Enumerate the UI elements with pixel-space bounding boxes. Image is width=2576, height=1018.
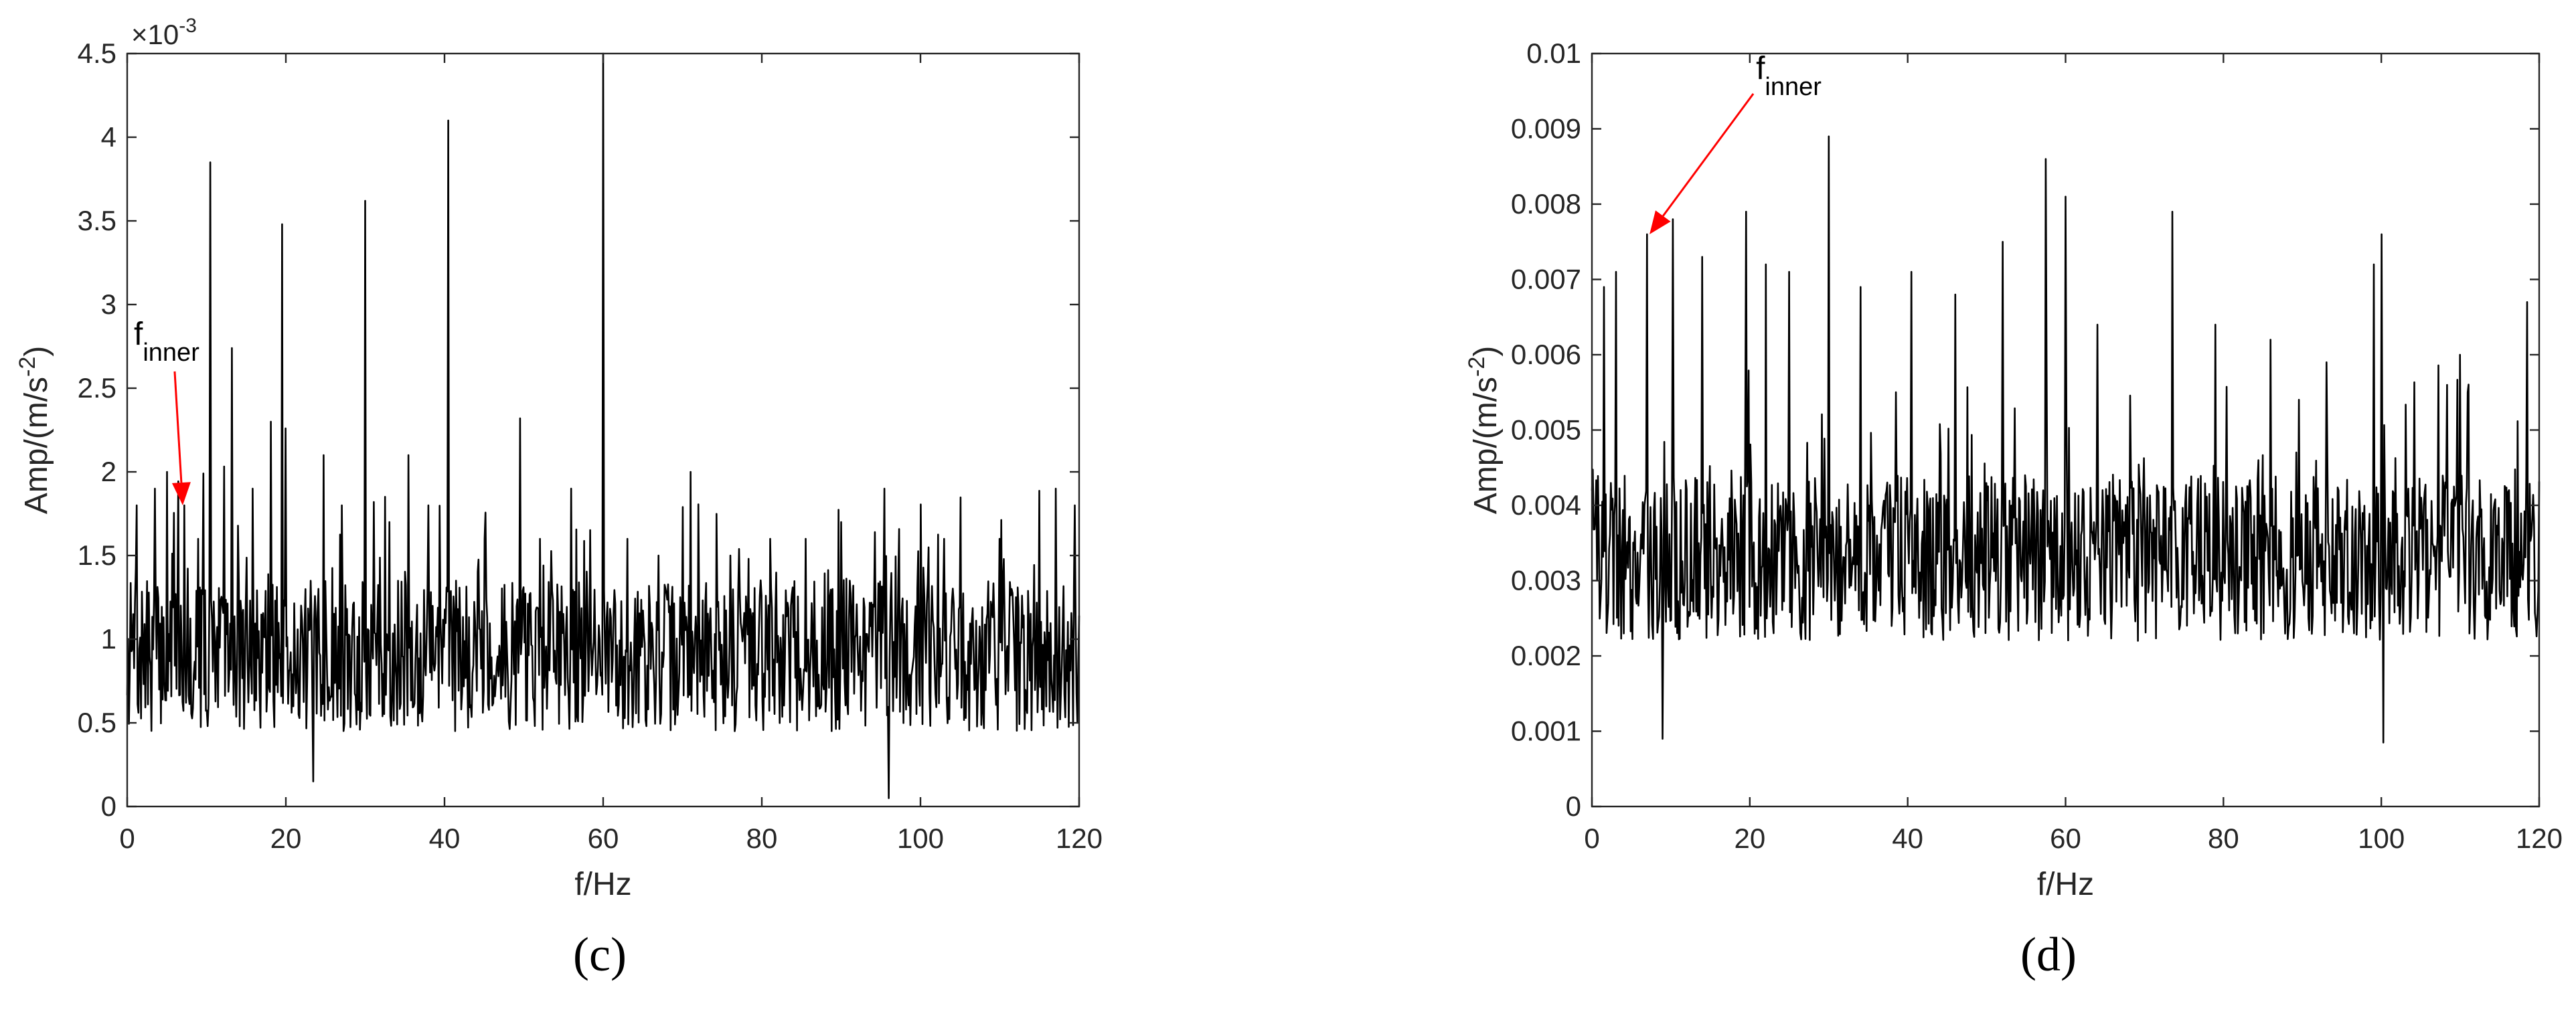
y-tick-label: 1.5: [78, 539, 116, 571]
x-tick-label: 20: [270, 823, 302, 854]
x-tick-label: 0: [1584, 823, 1599, 854]
x-tick-label: 0: [119, 823, 135, 854]
y-tick-label: 3: [101, 288, 116, 320]
x-tick-label: 60: [2050, 823, 2081, 854]
y-axis-label: Amp/(m/s-2): [15, 346, 54, 515]
y-axis-label-sup: -2: [15, 357, 40, 377]
annotation-subscript: inner: [1765, 73, 1822, 101]
y-tick-label: 0.008: [1511, 188, 1581, 220]
annotation-label: finner: [134, 317, 199, 367]
y-tick-label: 0.01: [1526, 37, 1581, 69]
y-axis-label-sup: -2: [1464, 357, 1490, 377]
y-axis-label-close: ): [19, 346, 54, 357]
y-tick-label: 0.5: [78, 707, 116, 738]
y-tick-label: 0.005: [1511, 414, 1581, 446]
x-tick-label: 40: [1892, 823, 1923, 854]
y-axis-label: Amp/(m/s-2): [1464, 346, 1504, 515]
panel-label: (c): [573, 928, 627, 981]
y-tick-label: 0.009: [1511, 113, 1581, 145]
x-tick-label: 120: [1056, 823, 1103, 854]
annotation-arrow-line: [173, 371, 183, 483]
y-tick-label: 1: [101, 623, 116, 655]
y-tick-label: 4.5: [78, 37, 116, 69]
y-tick-label: 0: [1566, 790, 1581, 822]
x-axis-label: f/Hz: [2037, 867, 2094, 902]
y-tick-label: 2.5: [78, 372, 116, 404]
exponent-base: ×10: [131, 19, 179, 50]
x-axis-label: f/Hz: [574, 867, 631, 902]
annotation-main: f: [1756, 51, 1765, 86]
y-axis-label-main: Amp/(m/s: [1468, 377, 1504, 514]
x-tick-label: 100: [2358, 823, 2405, 854]
y-tick-label: 0.007: [1511, 264, 1581, 295]
annotation-arrow-line: [1662, 93, 1755, 217]
series-line: [126, 52, 1080, 799]
x-tick-label: 60: [588, 823, 619, 854]
x-tick-label: 80: [2208, 823, 2239, 854]
y-tick-label: 4: [101, 121, 116, 153]
panel-label: (d): [2020, 928, 2077, 981]
x-tick-label: 120: [2516, 823, 2563, 854]
exponent-sup: -3: [179, 15, 197, 37]
y-tick-label: 0.002: [1511, 640, 1581, 671]
annotation-label: finner: [1756, 51, 1822, 101]
exponent-label: ×10-3: [131, 15, 197, 50]
y-axis-label-main: Amp/(m/s: [19, 377, 54, 514]
chart-panel-c: 0 20 40 60 80 100 120 0 0.5 1 1.5 2 2.5 3 3.5 4 4.5 ×10-3…: [15, 15, 1103, 981]
y-tick-label: 3.5: [78, 205, 116, 236]
x-tick-label: 40: [429, 823, 461, 854]
annotation-arrow-head: [171, 482, 191, 505]
y-tick-label: 0.001: [1511, 715, 1581, 747]
y-tick-label: 0: [101, 790, 116, 822]
y-tick-label: 2: [101, 456, 116, 487]
x-tick-label: 20: [1734, 823, 1765, 854]
annotation-subscript: inner: [143, 339, 199, 367]
y-tick-label: 0.003: [1511, 565, 1581, 596]
y-axis-label-close: ): [1468, 346, 1504, 357]
series-line: [1591, 135, 2541, 744]
y-tick-label: 0.006: [1511, 339, 1581, 370]
chart-panel-d: 0 20 40 60 80 100 120 0 0.001 0.002 0.003 0.004 0.00…: [1464, 37, 2563, 981]
annotation-main: f: [134, 317, 143, 352]
x-tick-label: 80: [746, 823, 778, 854]
x-tick-label: 100: [897, 823, 944, 854]
annotation-arrow-head: [1649, 210, 1671, 234]
y-tick-label: 0.004: [1511, 489, 1581, 521]
